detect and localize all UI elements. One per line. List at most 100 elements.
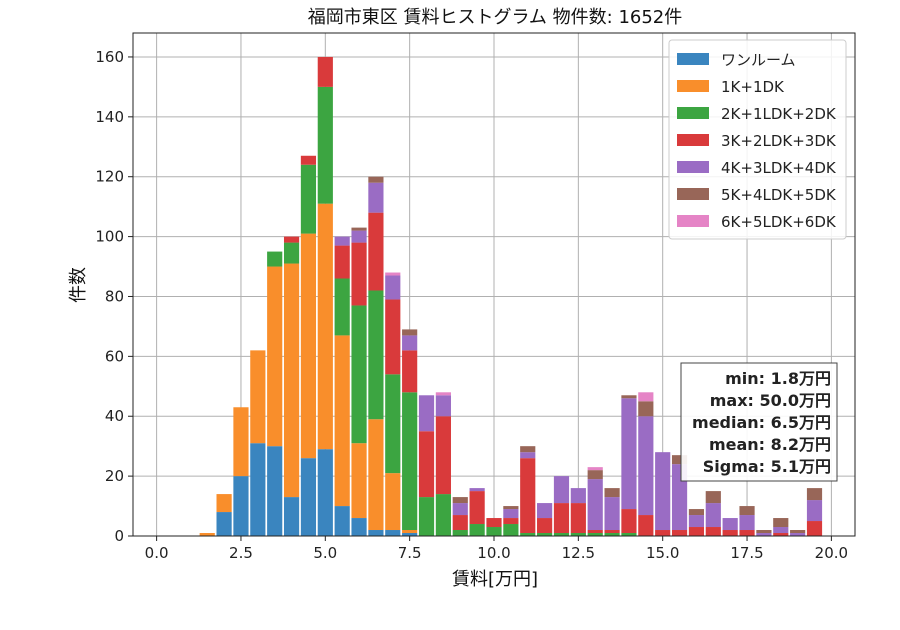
- y-tick-label: 20: [105, 467, 124, 485]
- bar-segment: [604, 488, 620, 498]
- bar-segment: [503, 506, 519, 510]
- bar-segment: [570, 533, 586, 536]
- bar-segment: [368, 182, 384, 213]
- bar-segment: [351, 305, 367, 444]
- bar-segment: [503, 524, 519, 536]
- bar-segment: [570, 488, 586, 504]
- bar-segment: [283, 242, 300, 264]
- stats-box: min: 1.8万円 max: 50.0万円 median: 6.5万円 mean: …: [680, 362, 838, 482]
- bar-segment: [604, 530, 620, 533]
- x-tick-label: 2.5: [229, 544, 253, 562]
- bar-segment: [435, 392, 451, 396]
- bar-segment: [452, 530, 468, 536]
- bar-segment: [806, 521, 823, 536]
- bar-segment: [283, 263, 300, 498]
- bar-segment: [655, 452, 671, 531]
- bar-segment: [773, 518, 789, 528]
- bar-segment: [435, 494, 451, 536]
- bar-segment: [368, 290, 384, 420]
- bar-segment: [402, 392, 418, 531]
- bar-segment: [385, 272, 401, 276]
- legend-frame: [668, 39, 847, 240]
- bar-segment: [418, 395, 435, 432]
- legend-swatch: [677, 134, 709, 146]
- bar-segment: [216, 494, 232, 513]
- bar-segment: [418, 431, 435, 498]
- bars: [199, 56, 823, 536]
- bar-segment: [402, 335, 418, 351]
- bar-segment: [368, 419, 384, 531]
- bar-segment: [385, 473, 401, 531]
- bar-segment: [621, 533, 637, 536]
- bar-segment: [368, 212, 384, 291]
- bar-segment: [587, 533, 603, 536]
- bar-segment: [283, 236, 300, 243]
- bar-segment: [688, 509, 705, 516]
- x-tick-label: 12.5: [562, 544, 595, 562]
- bar-segment: [621, 398, 637, 510]
- bar-segment: [469, 491, 485, 525]
- legend-swatch: [677, 53, 709, 65]
- y-tick-label: 100: [95, 228, 124, 246]
- bar-segment: [233, 476, 249, 536]
- bar-segment: [621, 509, 637, 533]
- stats-frame: [680, 362, 838, 482]
- bar-segment: [503, 509, 519, 519]
- bar-segment: [739, 515, 755, 531]
- bar-segment: [604, 533, 620, 536]
- bar-segment: [520, 452, 536, 459]
- x-tick-label: 17.5: [730, 544, 763, 562]
- bar-segment: [283, 497, 300, 536]
- bar-segment: [334, 278, 350, 336]
- bar-segment: [267, 266, 283, 447]
- bar-segment: [806, 500, 823, 522]
- bar-segment: [739, 506, 755, 516]
- bar-segment: [435, 395, 451, 417]
- axis-ticks: 0.0 2.5 5.0 7.5 10.0 12.5 15.0 17.5 20.0 0 20 40 60 8…: [95, 48, 848, 562]
- legend-label: 3K+2LDK+3DK: [721, 132, 837, 150]
- y-axis-title: 件数: [68, 267, 89, 303]
- bar-segment: [520, 458, 536, 533]
- y-tick-label: 80: [105, 287, 124, 305]
- bar-segment: [587, 530, 603, 533]
- legend-label: ワンルーム: [721, 51, 796, 69]
- bar-segment: [199, 533, 215, 536]
- bar-segment: [317, 203, 333, 450]
- bar-segment: [671, 455, 688, 465]
- bar-segment: [587, 470, 603, 480]
- legend-swatch: [677, 188, 709, 200]
- x-tick-label: 5.0: [313, 544, 337, 562]
- bar-segment: [537, 503, 553, 519]
- bar-segment: [537, 518, 553, 534]
- bar-segment: [317, 56, 333, 87]
- bar-segment: [435, 416, 451, 495]
- x-tick-label: 10.0: [477, 544, 510, 562]
- bar-segment: [351, 518, 367, 536]
- y-tick-label: 160: [95, 48, 124, 66]
- x-tick-label: 7.5: [398, 544, 422, 562]
- bar-segment: [351, 230, 367, 243]
- legend: ワンルーム 1K+1DK 2K+1LDK+2DK 3K+2LDK+3DK 4K+3LDK…: [668, 39, 847, 240]
- bar-segment: [334, 506, 350, 536]
- legend-swatch: [677, 80, 709, 92]
- bar-segment: [638, 392, 654, 402]
- bar-segment: [368, 176, 384, 183]
- bar-segment: [671, 530, 688, 536]
- bar-segment: [452, 503, 468, 516]
- bar-segment: [402, 350, 418, 393]
- bar-segment: [655, 530, 671, 536]
- bar-segment: [604, 497, 620, 531]
- stats-line: max: 50.0万円: [710, 391, 831, 410]
- bar-segment: [402, 329, 418, 336]
- y-tick-label: 60: [105, 347, 124, 365]
- legend-swatch: [677, 215, 709, 227]
- bar-segment: [250, 443, 266, 536]
- bar-segment: [351, 242, 367, 306]
- bar-segment: [570, 503, 586, 534]
- bar-segment: [773, 527, 789, 534]
- bar-segment: [520, 533, 536, 536]
- legend-label: 1K+1DK: [721, 78, 785, 96]
- bar-segment: [705, 491, 721, 504]
- bar-segment: [452, 515, 468, 531]
- bar-segment: [402, 533, 418, 536]
